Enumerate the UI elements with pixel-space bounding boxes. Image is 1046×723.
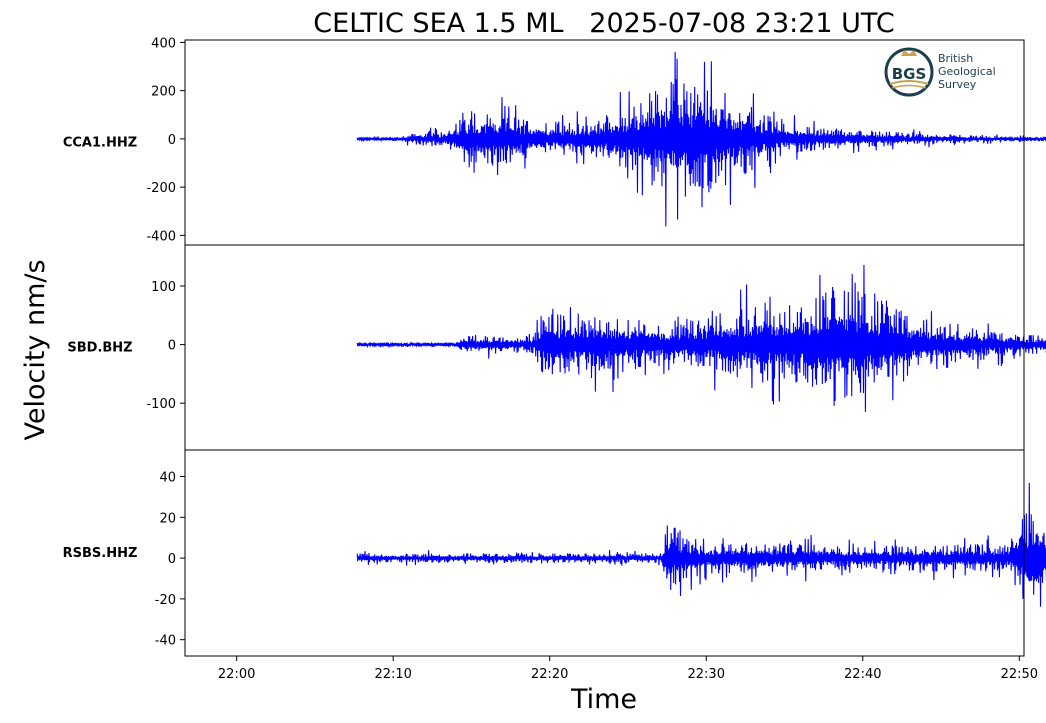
waveform-trace	[356, 482, 1046, 607]
station-label: SBD.BHZ	[67, 341, 132, 356]
logo-mark: BGS	[892, 65, 927, 83]
x-tick-label: 22:50	[1001, 667, 1038, 682]
logo-ring	[884, 47, 934, 97]
y-tick-label: -40	[155, 634, 176, 649]
logo-line-1: British	[938, 52, 973, 65]
y-tick-label: 200	[151, 85, 176, 100]
y-tick-label: 0	[168, 552, 176, 567]
logo-swoosh-1	[889, 80, 929, 85]
panel-frame	[184, 449, 1025, 657]
y-tick-label: -20	[155, 593, 176, 608]
y-tick-label: -100	[146, 397, 176, 412]
y-tick-label: 20	[159, 511, 176, 526]
y-axis-label: Velocity nm/s	[20, 259, 51, 440]
y-tick-label: 400	[151, 36, 176, 51]
x-tick-label: 22:10	[374, 667, 411, 682]
logo-swoosh-2	[891, 84, 927, 89]
x-tick-label: 22:20	[531, 667, 568, 682]
waveform-trace	[356, 265, 1046, 412]
x-tick-label: 22:40	[844, 667, 881, 682]
y-tick-label: 100	[151, 280, 176, 295]
panel-sbd-bhz: 100 0 -100 SBD.BHZ	[67, 244, 1046, 451]
station-label: CCA1.HHZ	[63, 136, 137, 151]
panels: 4002000-200-400CCA1.HHZ1000-100SBD.BHZ40…	[63, 36, 1046, 657]
bgs-logo: BGS British Geological Survey	[884, 47, 996, 97]
x-axis-label: Time	[570, 684, 637, 715]
y-tick-label: -200	[146, 181, 176, 196]
station-label: RSBS.HHZ	[63, 546, 138, 561]
logo-line-2: Geological	[938, 65, 996, 78]
logo-line-3: Survey	[938, 78, 977, 91]
y-tick-label: -400	[146, 229, 176, 244]
x-tick-label: 22:30	[688, 667, 725, 682]
waveform-trace	[356, 51, 1046, 227]
y-tick-label: 0	[168, 133, 176, 148]
y-tick-label: 40	[159, 471, 176, 486]
chart-title: CELTIC SEA 1.5 ML 2025-07-08 23:21 UTC	[313, 8, 894, 39]
logo-crown-icon	[901, 50, 917, 56]
y-tick-label: 0	[168, 339, 176, 354]
panel-rsbs-hhz: 40 20 0 -20 -40 RSBS.HHZ	[63, 449, 1046, 657]
x-tick-label: 22:00	[218, 667, 255, 682]
x-axis: 22:0022:1022:2022:3022:4022:5023:0023:10…	[218, 656, 1038, 682]
